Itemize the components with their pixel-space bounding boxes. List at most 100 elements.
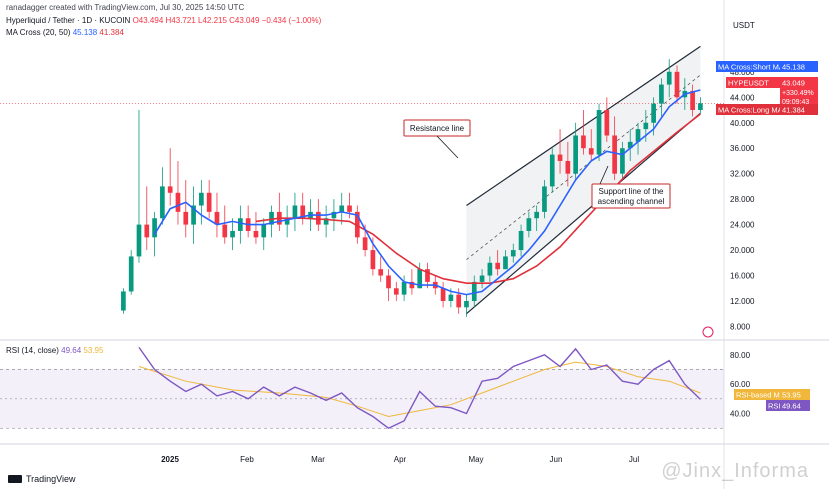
- long-ma-line: [255, 113, 701, 284]
- rsi-tag-value: 49.64: [782, 402, 801, 411]
- symbol-header: Hyperliquid / Tether · 1D · KUCOIN O43.4…: [6, 16, 321, 25]
- candle-body: [300, 205, 306, 219]
- rsi-line: [138, 346, 701, 430]
- candle-body: [487, 262, 493, 276]
- price-tag-label-bg: [726, 77, 780, 88]
- candle-body: [323, 218, 329, 225]
- ma-label: MA Cross (20, 50): [6, 28, 71, 37]
- support-callout-text: Support line of the: [599, 187, 664, 196]
- candle-body: [425, 269, 430, 282]
- candle-body: [643, 122, 649, 130]
- candle-body: [269, 211, 274, 225]
- short-ma-tag-value-bg: [780, 61, 818, 72]
- time-tick-label: Apr: [394, 455, 407, 464]
- rsi-tick-label: 60.00: [730, 380, 751, 389]
- candle-body: [238, 218, 243, 231]
- support-callout-box: [591, 183, 671, 209]
- price-tick-label: 12.000: [730, 297, 755, 306]
- alert-icon[interactable]: [702, 326, 714, 338]
- channel-fill: [466, 46, 701, 314]
- long-ma-tag-value: 41.384: [782, 106, 805, 115]
- price-tick-label: 40.000: [730, 119, 755, 128]
- candle-body: [417, 269, 423, 289]
- candle-body: [596, 110, 602, 155]
- candle-body: [292, 205, 298, 219]
- short-ma-line: [153, 89, 701, 296]
- price-tag-timer: 09:09:43: [782, 99, 809, 106]
- candle-body: [581, 135, 586, 149]
- candle-body: [183, 211, 189, 225]
- candle-body: [354, 211, 360, 238]
- candle-body: [191, 205, 196, 225]
- short-ma-tag-label: MA Cross:Short MA: [718, 63, 784, 72]
- candle-body: [401, 281, 407, 295]
- candle-body: [160, 186, 165, 219]
- support-callout-leader: [599, 165, 609, 185]
- candle-body: [448, 294, 454, 301]
- candle-body: [253, 230, 259, 238]
- candle-body: [604, 110, 610, 136]
- rsi-ma-line: [138, 361, 701, 418]
- candle-body: [261, 224, 267, 238]
- long-ma-tag-label: MA Cross:Long MA: [718, 106, 783, 115]
- support-callout-text: ascending channel: [598, 197, 665, 206]
- candle-body: [557, 154, 563, 161]
- short-ma-tag-value: 45.138: [782, 63, 805, 72]
- candle-body: [518, 230, 524, 251]
- rsi-label: RSI (14, close): [6, 346, 59, 355]
- candle-body: [222, 224, 228, 238]
- candle-body: [479, 275, 485, 282]
- long-ma-tag-value-bg: [780, 104, 818, 115]
- rsi-ma-tag-value: 53.95: [782, 391, 801, 400]
- ohlc-high: H43.721: [165, 16, 196, 25]
- candle-body: [167, 186, 173, 193]
- rsi-tag-label-bg: [766, 400, 780, 411]
- candle-body: [612, 135, 617, 174]
- price-tag-box: [780, 77, 818, 107]
- credit-line: ranadagger created with TradingView.com,…: [6, 3, 245, 12]
- tradingview-logo: TradingView: [8, 474, 76, 484]
- time-tick-label: Jul: [629, 455, 639, 464]
- candle-body: [136, 224, 142, 257]
- candle-body: [503, 256, 508, 270]
- candle-body: [152, 218, 157, 238]
- candle-body: [362, 237, 368, 251]
- time-tick-label: Feb: [240, 455, 254, 464]
- price-tick-label: 28.000: [730, 195, 755, 204]
- rsi-tick-label: 80.00: [730, 351, 751, 360]
- time-tick-label: May: [468, 455, 483, 464]
- time-tick-label: Jun: [550, 455, 563, 464]
- candle-body: [284, 218, 290, 225]
- candle-body: [526, 218, 532, 231]
- candle-body: [651, 103, 656, 123]
- price-tick-label: 44.000: [730, 93, 755, 102]
- candle-body: [339, 205, 345, 212]
- price-tick-label: 16.000: [730, 272, 755, 281]
- ma-long-value: 41.384: [99, 28, 124, 37]
- rsi-ma-tag-label-bg: [734, 389, 780, 400]
- candle-body: [674, 71, 680, 98]
- candle-body: [409, 281, 415, 289]
- rsi-tag-value-bg: [780, 400, 810, 411]
- candle-body: [386, 275, 391, 289]
- candle-body: [690, 90, 695, 111]
- candle-body: [549, 154, 555, 187]
- resistance-callout-text: Resistance line: [410, 124, 465, 133]
- candle-body: [214, 211, 220, 225]
- candle-body: [175, 192, 181, 212]
- candle-body: [206, 192, 212, 212]
- candle-body: [464, 300, 469, 308]
- long-ma-tag-label-bg: [716, 104, 780, 115]
- symbol-title: Hyperliquid / Tether · 1D · KUCOIN: [6, 16, 131, 25]
- candle-body: [627, 141, 633, 149]
- rsi-value: 49.64: [61, 346, 82, 355]
- ma-header: MA Cross (20, 50) 45.138 41.384: [6, 28, 124, 37]
- short-ma-tag-label-bg: [716, 61, 780, 72]
- candle-body: [534, 211, 539, 219]
- price-tick-label: 36.000: [730, 144, 755, 153]
- candle-body: [121, 291, 126, 311]
- price-tag-value: 43.049: [782, 79, 805, 88]
- rsi-tick-label: 40.00: [730, 410, 751, 419]
- rsi-ma-value: 53.95: [83, 346, 104, 355]
